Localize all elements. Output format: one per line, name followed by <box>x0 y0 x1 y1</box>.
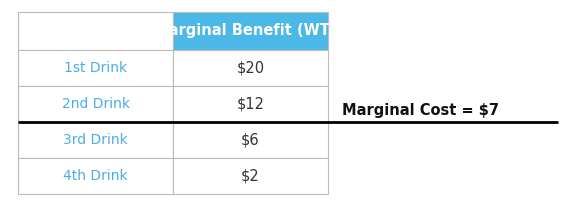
Text: $20: $20 <box>236 61 265 75</box>
Bar <box>173 122 328 158</box>
Bar <box>18 12 173 50</box>
Bar <box>173 50 328 86</box>
Text: $2: $2 <box>241 169 260 184</box>
Bar <box>18 158 173 194</box>
Text: $6: $6 <box>241 133 260 147</box>
Text: 2nd Drink: 2nd Drink <box>61 97 130 111</box>
Text: Marginal Benefit (WTP): Marginal Benefit (WTP) <box>154 23 347 39</box>
Bar <box>173 86 328 122</box>
Text: 1st Drink: 1st Drink <box>64 61 127 75</box>
Text: 3rd Drink: 3rd Drink <box>63 133 128 147</box>
Text: 4th Drink: 4th Drink <box>63 169 128 183</box>
Text: Marginal Cost = $7: Marginal Cost = $7 <box>342 103 499 118</box>
Bar <box>18 86 173 122</box>
Bar <box>18 50 173 86</box>
Text: $12: $12 <box>236 96 265 112</box>
Bar <box>173 158 328 194</box>
Bar <box>18 122 173 158</box>
Bar <box>173 12 328 50</box>
